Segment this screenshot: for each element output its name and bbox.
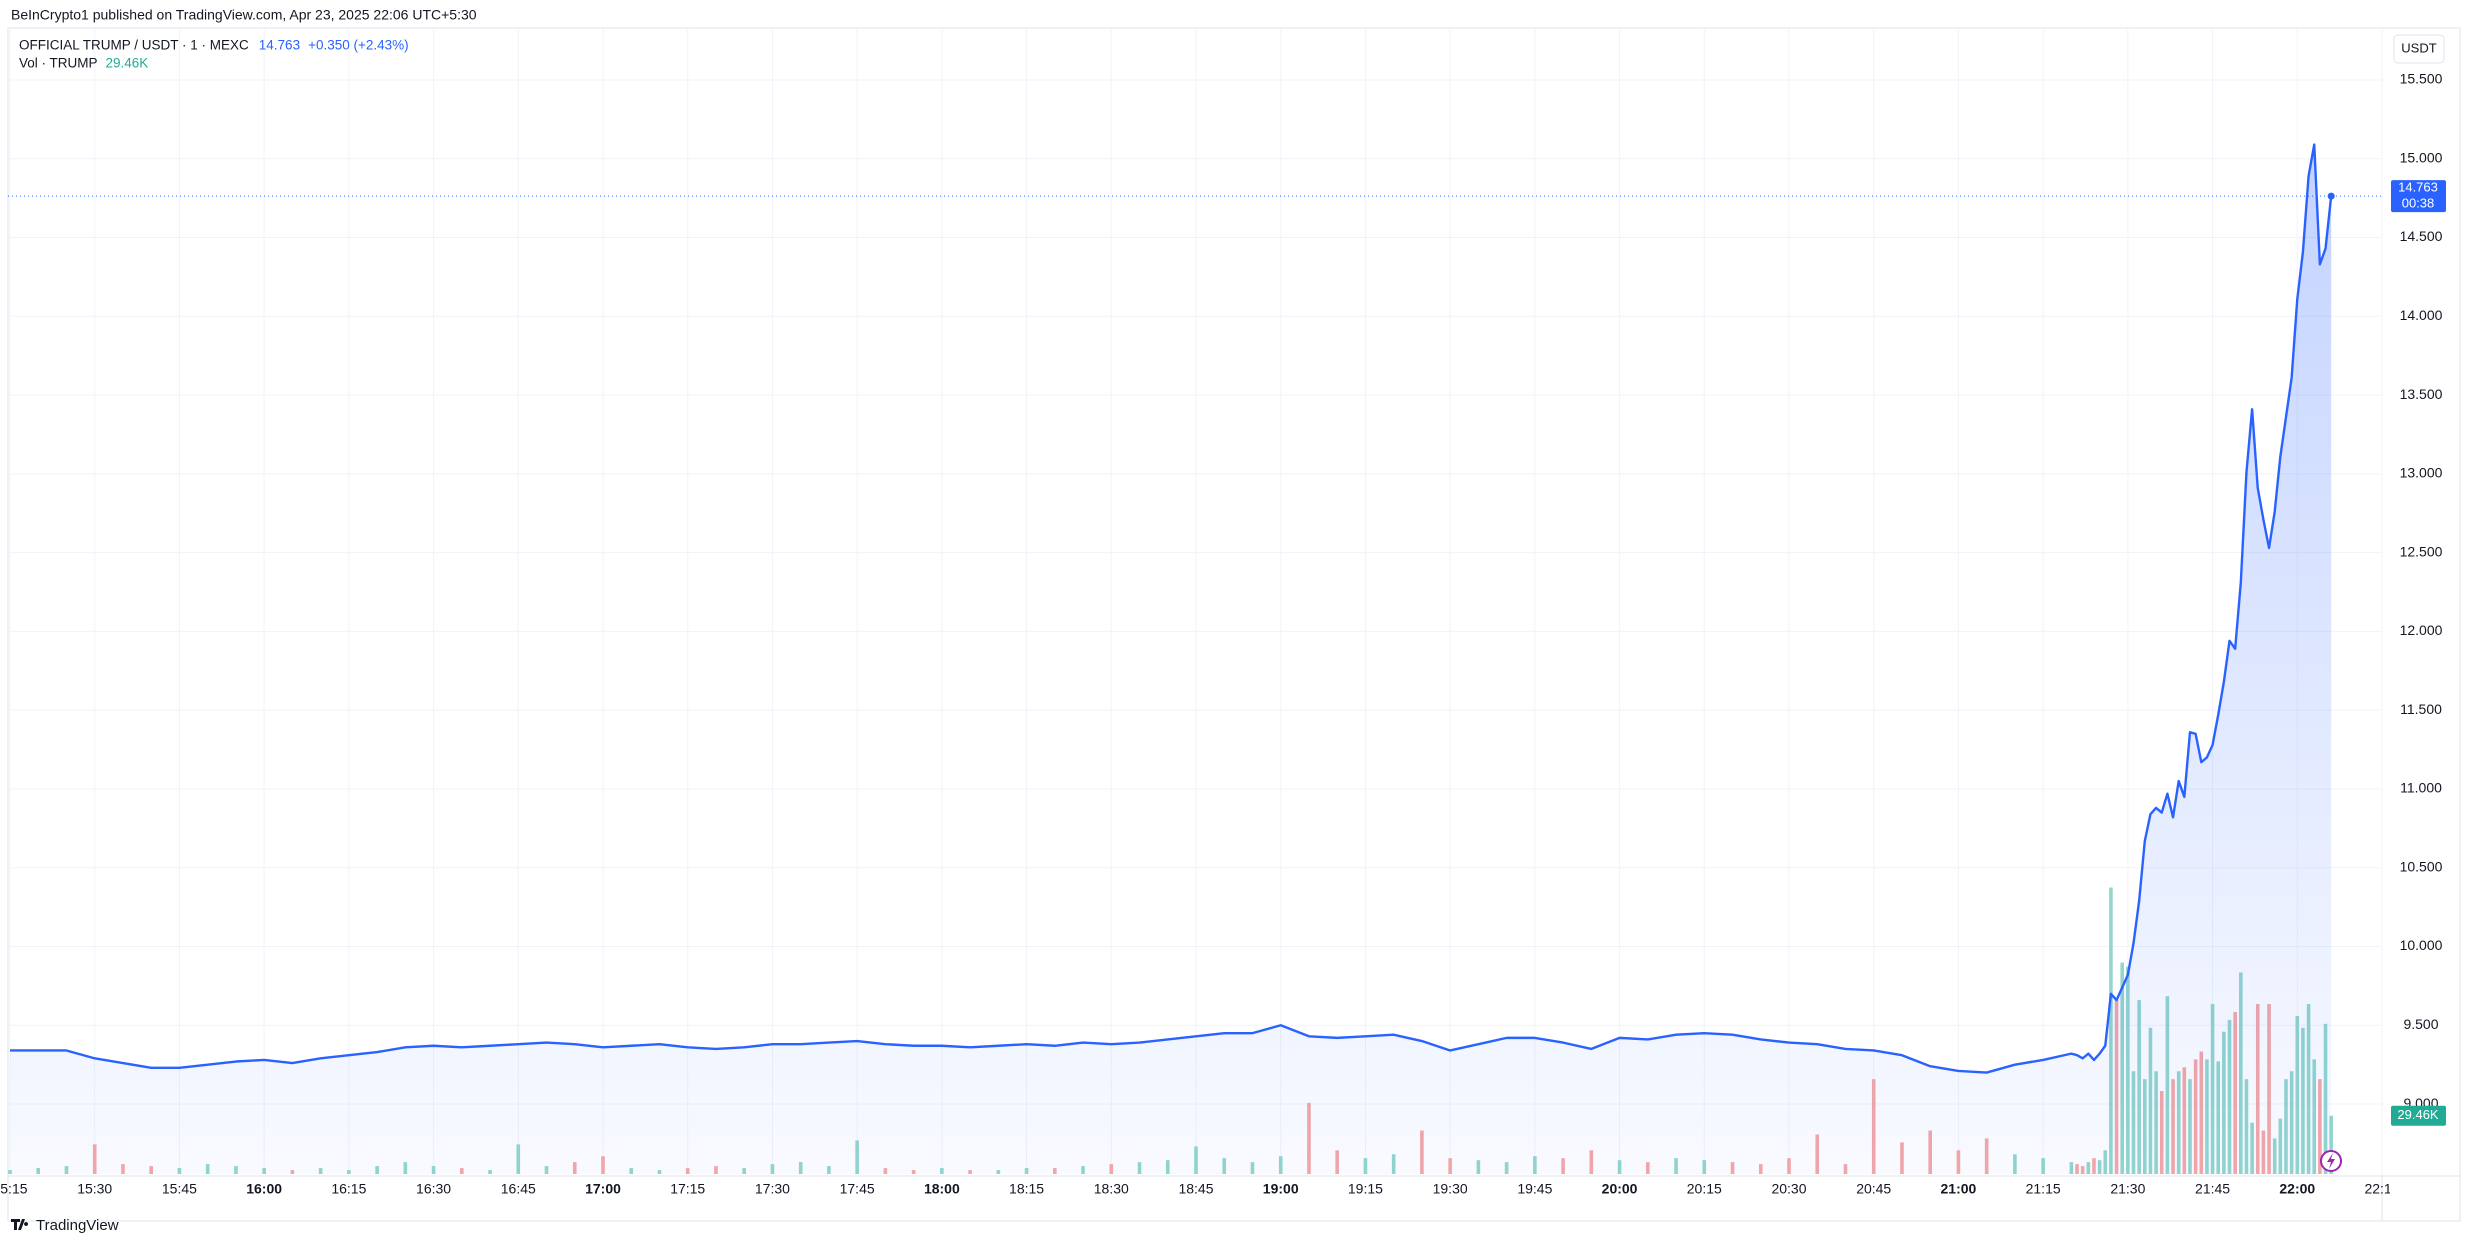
- volume-bar: [2329, 1115, 2333, 1174]
- y-tick-label: 14.000: [2400, 307, 2443, 323]
- x-tick-label: 16:30: [416, 1181, 451, 1197]
- y-tick-label: 15.000: [2400, 149, 2443, 165]
- x-tick-label: 21:30: [2110, 1181, 2145, 1197]
- brand-name: TradingView: [36, 1217, 119, 1234]
- x-tick-label: 20:15: [1687, 1181, 1722, 1197]
- realtime-icon[interactable]: [2320, 1150, 2342, 1172]
- price-label: 14.763: [2398, 180, 2438, 195]
- volume-label-box: [2391, 1105, 2446, 1126]
- realtime-bolt[interactable]: [2327, 1153, 2335, 1169]
- price-area: [10, 144, 2332, 1175]
- y-tick-label: 13.500: [2400, 386, 2443, 402]
- x-tick-label: 19:45: [1517, 1181, 1552, 1197]
- x-tick-label: 19:30: [1433, 1181, 1468, 1197]
- x-tick-label: 16:00: [246, 1181, 282, 1197]
- chart-frame: [7, 27, 2461, 1222]
- x-tick-label: 15:15: [0, 1181, 28, 1197]
- y-tick-label: 11.000: [2400, 780, 2442, 796]
- x-tick-label: 22:15: [2364, 1181, 2399, 1197]
- x-tick-label: 19:15: [1348, 1181, 1383, 1197]
- x-tick-label: 17:30: [755, 1181, 790, 1197]
- x-tick-label: 21:00: [1941, 1181, 1977, 1197]
- brand: TradingView: [11, 1217, 119, 1234]
- x-tick-label: 18:30: [1094, 1181, 1129, 1197]
- x-tick-label: 18:00: [924, 1181, 960, 1197]
- volume-label: 29.46K: [2397, 1107, 2439, 1122]
- x-tick-label: 16:45: [501, 1181, 536, 1197]
- currency-label[interactable]: USDT: [2401, 40, 2436, 55]
- price-label-box: [2391, 180, 2446, 213]
- brand-logo: [11, 1219, 29, 1230]
- symbol-title: OFFICIAL TRUMP / USDT · 1 · MEXC: [19, 38, 249, 53]
- x-tick-label: 17:45: [840, 1181, 875, 1197]
- price-line: [10, 143, 2333, 1074]
- x-tick-label: 15:45: [162, 1181, 197, 1197]
- time-axis: 15:15 15:30 15:45 16:00 16:15 16:30 16:45 17:00…: [0, 1181, 2399, 1197]
- legend: OFFICIAL TRUMP / USDT · 1 · MEXC 14.763 …: [19, 38, 409, 71]
- y-tick-label: 11.500: [2400, 701, 2442, 717]
- grid: [8, 28, 2383, 1174]
- currency-button[interactable]: [2393, 34, 2445, 64]
- x-tick-label: 21:45: [2195, 1181, 2230, 1197]
- countdown-label: 00:38: [2402, 196, 2435, 211]
- volume-title: Vol · TRUMP: [19, 56, 98, 71]
- x-tick-label: 17:00: [585, 1181, 621, 1197]
- x-tick-label: 18:15: [1009, 1181, 1044, 1197]
- y-tick-label: 12.500: [2400, 543, 2443, 559]
- x-tick-label: 20:45: [1856, 1181, 1891, 1197]
- y-tick-label: 10.500: [2400, 858, 2443, 874]
- x-tick-label: 21:15: [2026, 1181, 2061, 1197]
- y-tick-label: 13.000: [2400, 465, 2443, 481]
- x-tick-label: 15:30: [77, 1181, 112, 1197]
- x-tick-label: 16:15: [331, 1181, 366, 1197]
- x-tick-label: 19:00: [1263, 1181, 1299, 1197]
- y-tick-label: 15.500: [2400, 71, 2443, 87]
- y-tick-label: 14.500: [2400, 228, 2443, 244]
- y-tick-label: 12.000: [2400, 622, 2443, 638]
- x-tick-label: 22:00: [2279, 1181, 2315, 1197]
- legend-volume: 29.46K: [106, 56, 149, 71]
- x-tick-label: 20:00: [1602, 1181, 1638, 1197]
- y-tick-label: 9.500: [2403, 1016, 2438, 1032]
- legend-price: 14.763: [259, 38, 300, 53]
- publisher-note: BeInCrypto1 published on TradingView.com…: [11, 7, 477, 23]
- x-tick-label: 20:30: [1771, 1181, 1806, 1197]
- last-price-dot: [2327, 192, 2335, 200]
- x-tick-label: 17:15: [670, 1181, 705, 1197]
- legend-change: +0.350 (+2.43%): [308, 38, 409, 53]
- plot: [8, 143, 2382, 1175]
- y-tick-label: 10.000: [2400, 937, 2443, 953]
- axes: 9.0009.50010.00010.50011.00011.50012.000…: [2391, 71, 2446, 1126]
- x-tick-label: 18:45: [1178, 1181, 1213, 1197]
